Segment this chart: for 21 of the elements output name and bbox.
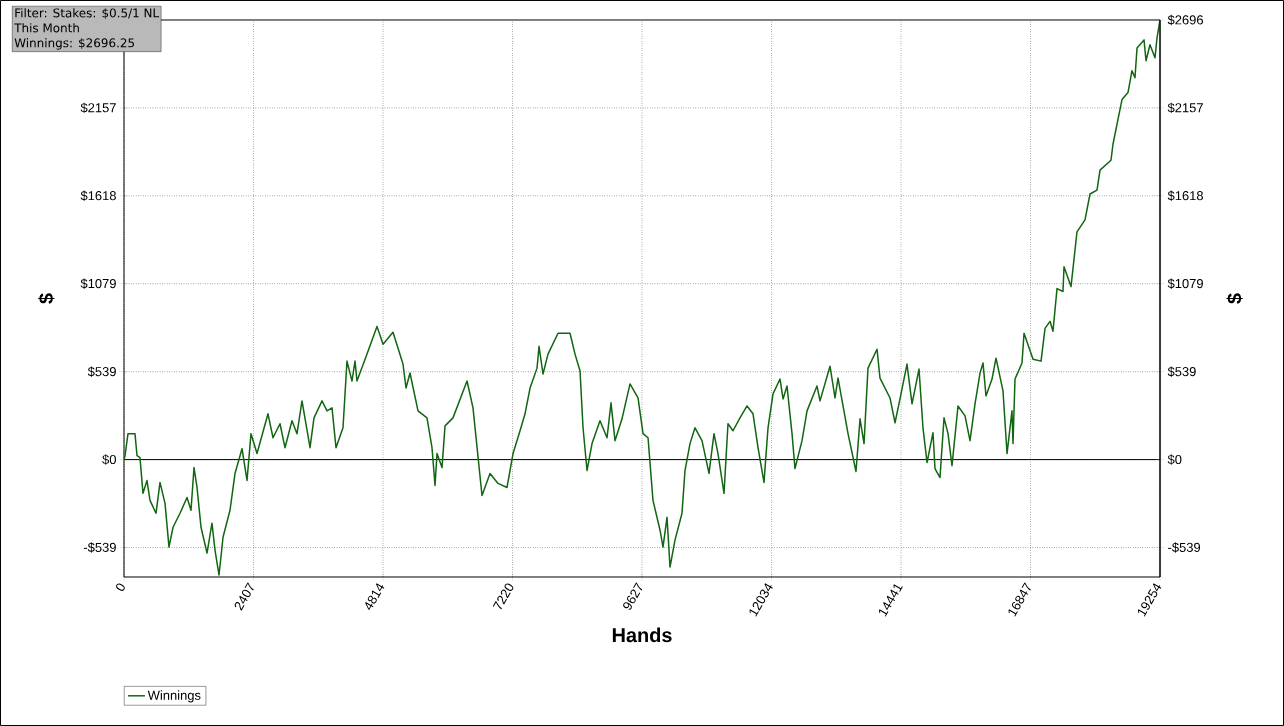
y-tick-label: $1079 <box>80 278 116 289</box>
annotation: Winnings: $2696.25 <box>14 38 135 50</box>
y2-axis-title: $ <box>1226 293 1243 304</box>
y-tick-label: $1618 <box>80 190 116 202</box>
legend-label: Winnings <box>147 690 201 703</box>
y2-tick-label: $2696 <box>1167 14 1203 26</box>
y2-tick-label: -$539 <box>1168 542 1201 553</box>
y2-tick-label: $2157 <box>1167 102 1203 114</box>
y-tick-label: -$539 <box>83 542 116 553</box>
text: Filter: Stakes: $0.5/1 NL <box>15 8 160 20</box>
x-axis-title: Hands <box>612 627 672 643</box>
y-tick-label: $2157 <box>80 102 116 114</box>
y-tick-label: $539 <box>87 366 116 377</box>
y-tick-label: $0 <box>102 454 116 465</box>
x-tick-label: 0 <box>116 583 125 591</box>
y2-tick-label: $1618 <box>1167 190 1203 202</box>
text: This Month <box>14 23 79 33</box>
y2-tick-label: $539 <box>1167 366 1196 377</box>
y2-tick-label: $1079 <box>1167 278 1203 289</box>
y2-tick-label: $0 <box>1167 454 1182 465</box>
y-axis-title: $ <box>38 293 55 304</box>
